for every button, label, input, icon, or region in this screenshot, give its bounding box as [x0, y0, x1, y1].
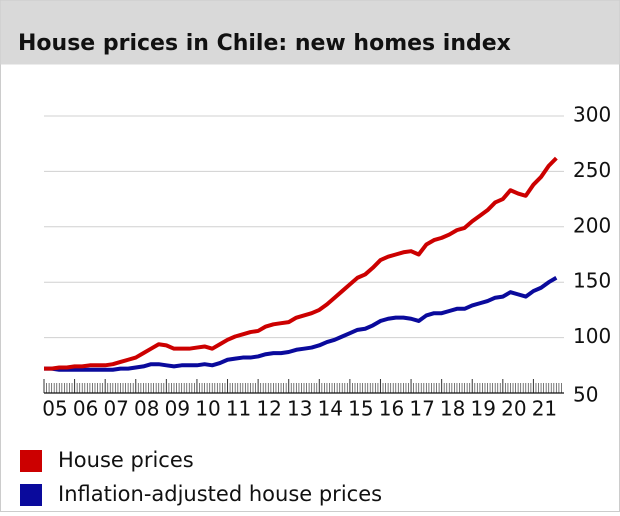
header: [0, 0, 620, 65]
legend-swatch: [20, 484, 42, 506]
x-tick-label: 14: [318, 397, 343, 421]
legend-label: House prices: [58, 448, 194, 472]
y-tick-label: 50: [573, 383, 598, 407]
chart-title: House prices in Chile: new homes index: [18, 31, 511, 56]
y-tick-label: 200: [573, 213, 611, 237]
line-series: [44, 156, 558, 371]
x-tick-label: 21: [532, 397, 557, 421]
y-tick-label: 300: [573, 103, 611, 127]
x-tick-label: 11: [226, 397, 251, 421]
x-tick-label: 19: [471, 397, 496, 421]
x-tick-label: 10: [195, 397, 220, 421]
line-series: [44, 276, 558, 372]
x-tick-label: 16: [379, 397, 404, 421]
y-tick-label: 100: [573, 324, 611, 348]
legend-swatch: [20, 450, 42, 472]
y-tick-label: 150: [573, 269, 611, 293]
x-tick-label: 12: [256, 397, 281, 421]
legend-label: Inflation-adjusted house prices: [58, 482, 382, 506]
y-tick-label: 250: [573, 158, 611, 182]
x-tick-label: 08: [134, 397, 159, 421]
x-tick-label: 17: [409, 397, 434, 421]
x-tick-label: 20: [501, 397, 526, 421]
x-tick-label: 18: [440, 397, 465, 421]
x-tick-label: 15: [348, 397, 373, 421]
x-tick-label: 13: [287, 397, 312, 421]
x-tick-label: 05: [42, 397, 67, 421]
x-tick-label: 06: [73, 397, 98, 421]
x-tick-label: 09: [165, 397, 190, 421]
x-tick-label: 07: [103, 397, 128, 421]
